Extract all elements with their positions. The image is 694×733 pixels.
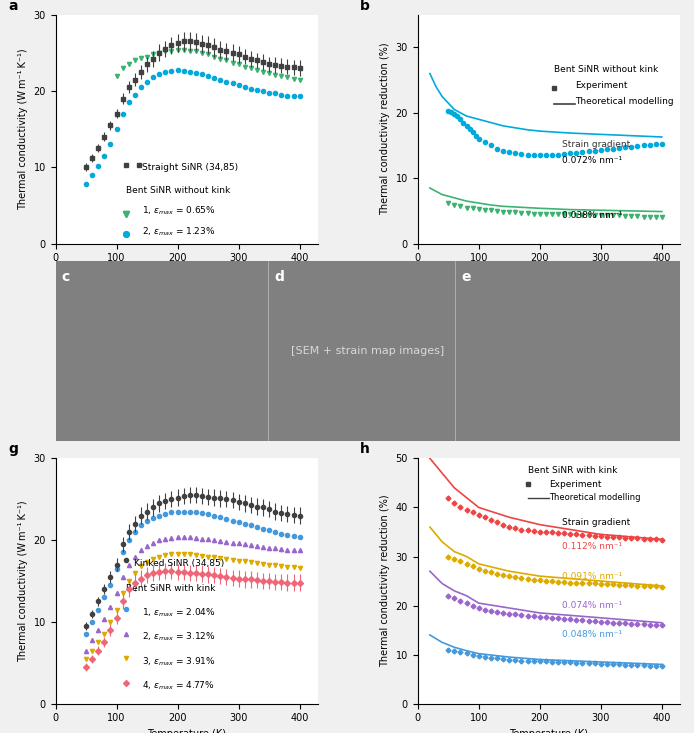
X-axis label: Temperature (K): Temperature (K)	[147, 729, 226, 733]
Text: Experiment: Experiment	[549, 479, 602, 489]
X-axis label: Temperature (K): Temperature (K)	[509, 269, 589, 279]
Text: Bent SiNR without kink: Bent SiNR without kink	[554, 65, 659, 74]
Text: 0.072% nm⁻¹: 0.072% nm⁻¹	[562, 156, 622, 166]
Text: 2, $ε_{{max}}$ = 3.12%: 2, $ε_{{max}}$ = 3.12%	[142, 631, 216, 644]
Text: 0.074% nm⁻¹: 0.074% nm⁻¹	[562, 601, 622, 610]
Y-axis label: Thermal conductivity reduction (%): Thermal conductivity reduction (%)	[380, 495, 390, 667]
Text: 0.048% nm⁻¹: 0.048% nm⁻¹	[562, 630, 622, 639]
Text: Theoretical modelling: Theoretical modelling	[549, 493, 641, 502]
X-axis label: Temperature (K): Temperature (K)	[147, 269, 226, 279]
Text: 1, $ε_{{max}}$ = 0.65%: 1, $ε_{{max}}$ = 0.65%	[142, 205, 216, 218]
Text: 4, $ε_{{max}}$ = 4.77%: 4, $ε_{{max}}$ = 4.77%	[142, 680, 215, 693]
Text: Strain gradient: Strain gradient	[562, 517, 630, 526]
Y-axis label: Thermal conductivity (W m⁻¹ K⁻¹): Thermal conductivity (W m⁻¹ K⁻¹)	[18, 500, 28, 662]
X-axis label: Temperature (K): Temperature (K)	[509, 729, 589, 733]
Y-axis label: Thermal conductivity reduction (%): Thermal conductivity reduction (%)	[380, 43, 390, 216]
Text: Straight SiNR (34,85): Straight SiNR (34,85)	[142, 163, 238, 172]
Text: h: h	[360, 443, 370, 457]
Text: d: d	[274, 270, 284, 284]
Text: 3, $ε_{{max}}$ = 3.91%: 3, $ε_{{max}}$ = 3.91%	[142, 655, 216, 668]
Text: Strain gradient: Strain gradient	[562, 141, 630, 150]
Text: a: a	[8, 0, 18, 13]
Text: Kinked SiNR (34,85): Kinked SiNR (34,85)	[134, 559, 224, 568]
Text: Bent SiNR with kink: Bent SiNR with kink	[528, 465, 617, 475]
Text: Experiment: Experiment	[575, 81, 627, 90]
Text: c: c	[62, 270, 70, 284]
Text: 0.112% nm⁻¹: 0.112% nm⁻¹	[562, 542, 622, 551]
Text: g: g	[8, 443, 18, 457]
Text: b: b	[360, 0, 370, 13]
Text: 0.038% nm⁻¹: 0.038% nm⁻¹	[562, 211, 623, 221]
Y-axis label: Thermal conductivity (W m⁻¹ K⁻¹): Thermal conductivity (W m⁻¹ K⁻¹)	[18, 48, 28, 210]
Text: Bent SiNR without kink: Bent SiNR without kink	[126, 186, 230, 195]
Text: e: e	[462, 270, 471, 284]
Text: 2, $ε_{{max}}$ = 1.23%: 2, $ε_{{max}}$ = 1.23%	[142, 226, 215, 238]
Text: 0.091% nm⁻¹: 0.091% nm⁻¹	[562, 572, 623, 581]
Text: 1, $ε_{{max}}$ = 2.04%: 1, $ε_{{max}}$ = 2.04%	[142, 606, 216, 619]
Text: [SEM + strain map images]: [SEM + strain map images]	[291, 346, 444, 356]
Text: Bent SiNR with kink: Bent SiNR with kink	[126, 584, 216, 593]
Text: Theoretical modelling: Theoretical modelling	[575, 97, 674, 106]
